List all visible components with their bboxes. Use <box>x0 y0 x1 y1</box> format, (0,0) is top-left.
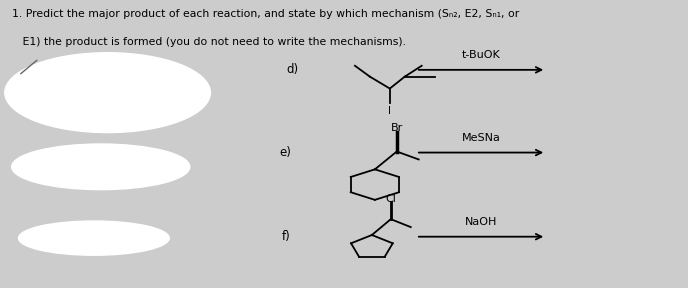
Text: 1. Predict the major product of each reaction, and state by which mechanism (Sₙ₂: 1. Predict the major product of each rea… <box>12 9 519 18</box>
Text: E1) the product is formed (you do not need to write the mechanisms).: E1) the product is formed (you do not ne… <box>12 37 406 47</box>
Text: e): e) <box>280 146 292 159</box>
Text: MeSNa: MeSNa <box>462 132 500 143</box>
Ellipse shape <box>19 221 169 255</box>
Text: I: I <box>388 106 391 116</box>
Text: NaOH: NaOH <box>465 217 497 227</box>
Text: Br: Br <box>391 123 403 133</box>
Text: d): d) <box>286 63 299 76</box>
Ellipse shape <box>12 144 190 190</box>
Ellipse shape <box>5 53 211 132</box>
Text: f): f) <box>281 230 290 243</box>
Text: Cl: Cl <box>385 194 396 204</box>
Text: t-BuOK: t-BuOK <box>462 50 500 60</box>
